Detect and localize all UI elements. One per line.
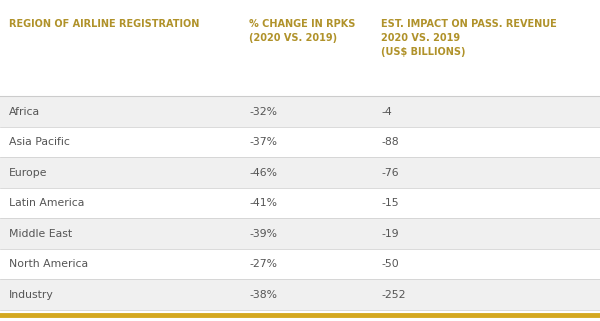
Text: -27%: -27% <box>249 259 277 269</box>
Text: Middle East: Middle East <box>9 229 72 239</box>
Text: -4: -4 <box>381 107 392 117</box>
Text: -32%: -32% <box>249 107 277 117</box>
Text: -37%: -37% <box>249 137 277 147</box>
Text: EST. IMPACT ON PASS. REVENUE
2020 VS. 2019
(US$ BILLIONS): EST. IMPACT ON PASS. REVENUE 2020 VS. 20… <box>381 19 557 57</box>
Text: Asia Pacific: Asia Pacific <box>9 137 70 147</box>
Text: Industry: Industry <box>9 290 54 299</box>
Bar <box>0 188 600 218</box>
Bar <box>0 96 600 127</box>
Bar <box>0 279 600 310</box>
Text: Latin America: Latin America <box>9 198 85 208</box>
Text: Africa: Africa <box>9 107 40 117</box>
Text: -46%: -46% <box>249 168 277 178</box>
Text: -76: -76 <box>381 168 398 178</box>
Text: -39%: -39% <box>249 229 277 239</box>
Text: REGION OF AIRLINE REGISTRATION: REGION OF AIRLINE REGISTRATION <box>9 19 199 29</box>
Text: -38%: -38% <box>249 290 277 299</box>
Text: North America: North America <box>9 259 88 269</box>
Text: -88: -88 <box>381 137 398 147</box>
Text: -19: -19 <box>381 229 398 239</box>
Text: Europe: Europe <box>9 168 47 178</box>
Text: -41%: -41% <box>249 198 277 208</box>
Bar <box>0 249 600 279</box>
Bar <box>0 157 600 188</box>
Bar <box>0 127 600 157</box>
Text: -50: -50 <box>381 259 399 269</box>
Bar <box>0 218 600 249</box>
Text: -15: -15 <box>381 198 398 208</box>
Text: -252: -252 <box>381 290 406 299</box>
Text: % CHANGE IN RPKS
(2020 VS. 2019): % CHANGE IN RPKS (2020 VS. 2019) <box>249 19 355 43</box>
